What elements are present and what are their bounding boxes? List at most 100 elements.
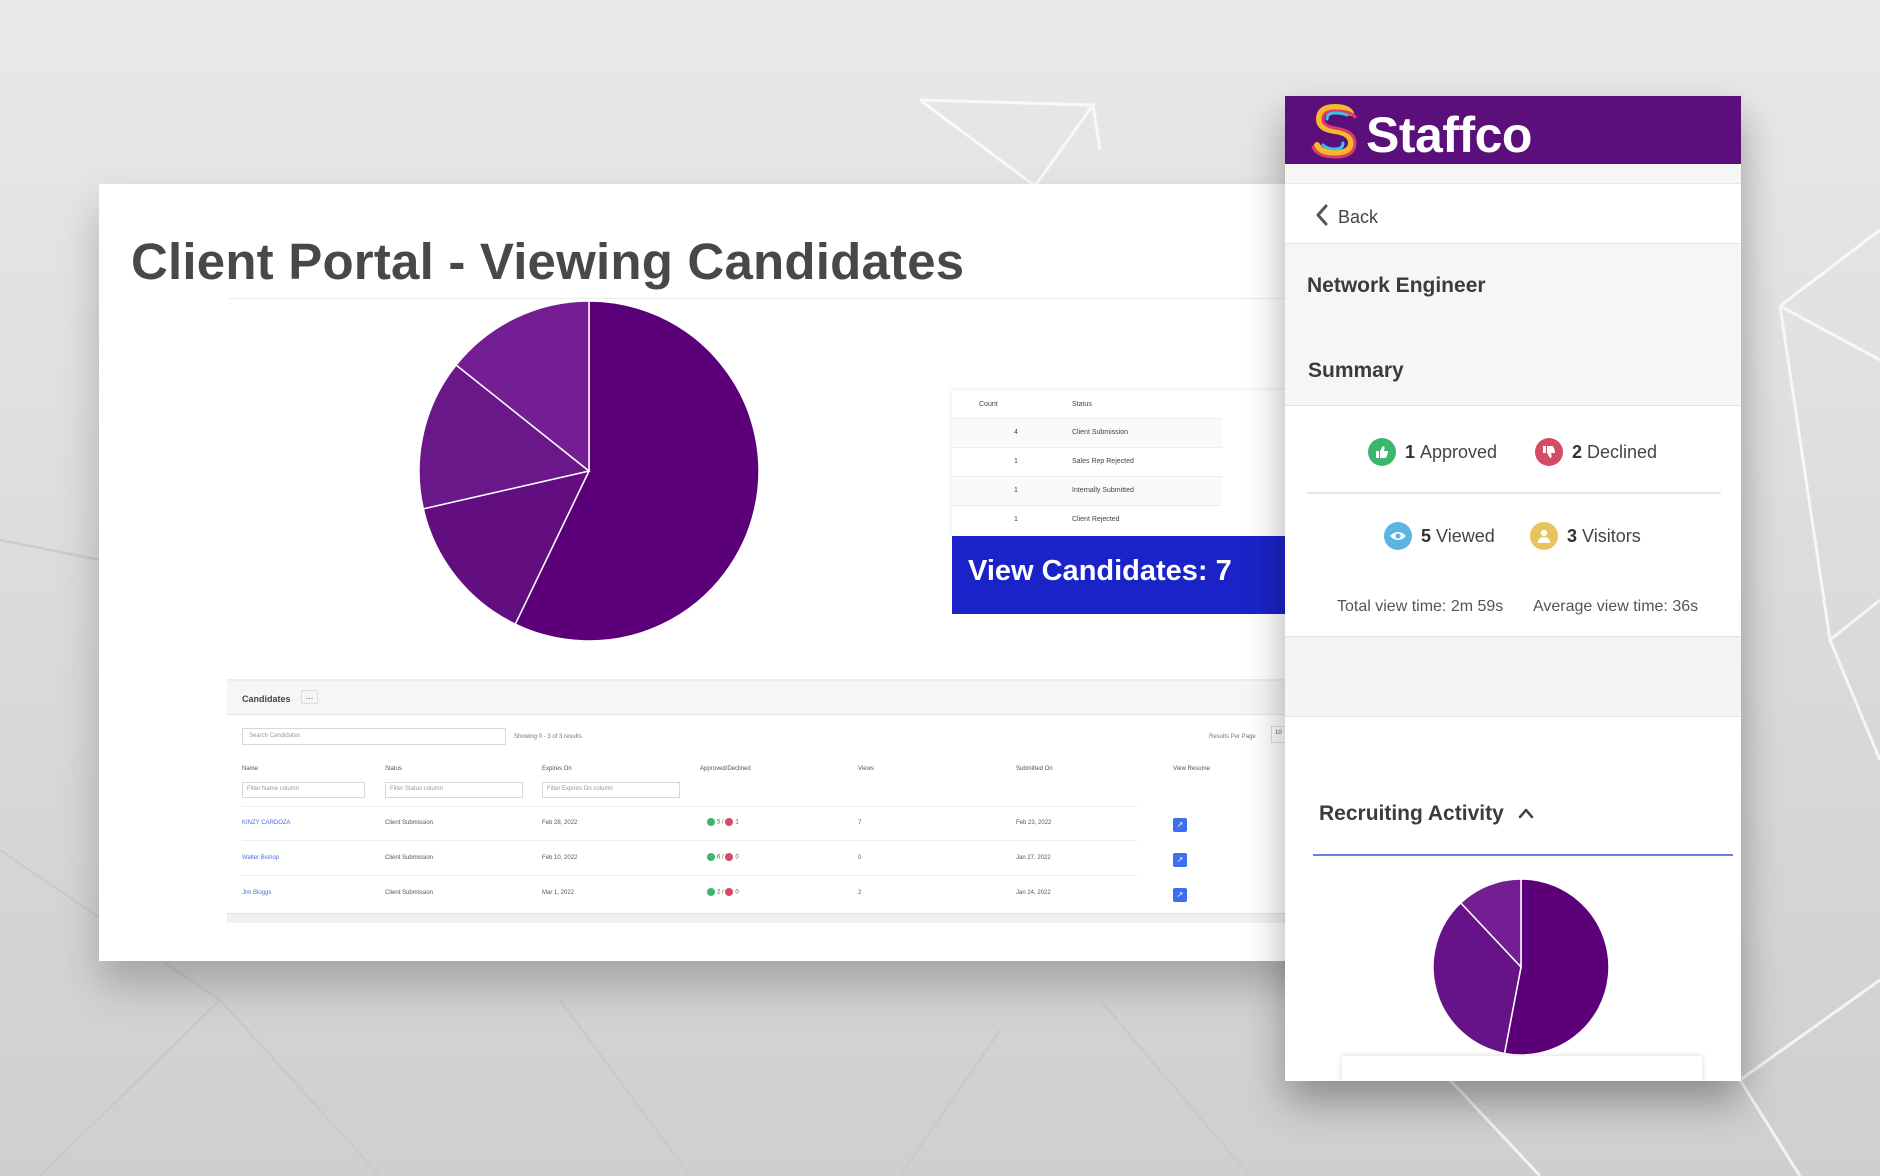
status-name: Internally Submitted (1072, 487, 1134, 494)
row-divider (242, 875, 1137, 876)
status-column-header: Status (1072, 401, 1092, 408)
status-table: Count Status 4 Client Submission 1 Sales… (952, 390, 1286, 536)
column-header-views[interactable]: Views (858, 766, 874, 772)
status-table-header: Count Status (952, 390, 1286, 418)
approved-label: Approved (1420, 441, 1498, 462)
stats-divider (1307, 492, 1721, 494)
candidate-expires: Mar 1, 2022 (542, 890, 575, 896)
brand-header: Staffco (1285, 96, 1741, 164)
visitors-count: 3 (1567, 525, 1578, 546)
approved-stat: 1 Approved (1368, 438, 1497, 466)
visitors-stat: 3 Visitors (1530, 522, 1641, 550)
approved-declined: 5 / 1 (707, 818, 739, 826)
view-candidates-banner[interactable]: View Candidates: 7 (952, 536, 1286, 614)
results-count: Showing 0 - 3 of 3 results (514, 734, 582, 740)
mobile-portal-panel: Staffco Back Network Engineer Summary 1 … (1285, 96, 1741, 1081)
pie-slice (455, 300, 590, 473)
declined-count: 2 (1572, 441, 1583, 462)
status-count: 1 (1014, 458, 1018, 465)
status-name: Client Rejected (1072, 516, 1120, 523)
thumbs-up-icon (1368, 438, 1396, 466)
candidate-name-link[interactable]: KINZY CARDOZA (242, 820, 291, 826)
average-view-time: Average view time: 36s (1533, 598, 1699, 615)
approved-count: 5 (717, 819, 721, 826)
candidates-title: Candidates (242, 694, 291, 704)
candidate-name-link[interactable]: Jim Bloggs (242, 890, 272, 896)
pie-slice (1503, 878, 1610, 1056)
view-resume-icon[interactable]: ↗ (1173, 818, 1187, 832)
chevron-left-icon (1316, 204, 1328, 226)
status-name: Sales Rep Rejected (1072, 458, 1134, 465)
status-table-row: 1 Client Rejected (952, 505, 1222, 534)
results-per-page-label: Results Per Page (1209, 734, 1256, 740)
approved-count: 2 (717, 889, 721, 896)
approved-declined: 2 / 0 (707, 888, 739, 896)
status-count: 1 (1014, 487, 1018, 494)
candidate-views: 7 (858, 820, 862, 826)
candidate-status: Client Submission (385, 820, 434, 826)
job-title: Network Engineer (1307, 274, 1486, 297)
expires-filter-input[interactable]: Filter Expires On column (542, 782, 680, 798)
pie-slice (1432, 901, 1522, 1055)
status-pie-chart (418, 300, 760, 642)
name-filter-input[interactable]: Filter Name column (242, 782, 365, 798)
recruiting-activity-pie-chart (1432, 878, 1610, 1056)
view-resume-icon[interactable]: ↗ (1173, 888, 1187, 902)
approved-icon (707, 888, 715, 896)
search-candidates-input[interactable]: Search Candidates (242, 728, 506, 745)
candidate-expires: Feb 28, 2022 (542, 820, 578, 826)
brand-name: Staffco (1366, 107, 1532, 163)
approved-icon (707, 818, 715, 826)
back-button[interactable]: Back (1285, 184, 1741, 244)
slide-card: Client Portal - Viewing Candidates Count… (99, 184, 1324, 961)
status-count: 1 (1014, 516, 1018, 523)
more-options-button[interactable]: ... (301, 690, 318, 704)
count-column-header: Count (979, 401, 998, 408)
view-resume-icon[interactable]: ↗ (1173, 853, 1187, 867)
status-count: 4 (1014, 429, 1018, 436)
status-table-row: 1 Internally Submitted (952, 476, 1222, 505)
candidates-header: Candidates ... (227, 681, 1324, 715)
approved-count: 6 (717, 854, 721, 861)
column-header-resume: View Resume (1173, 766, 1210, 772)
declined-stat: 2 Declined (1535, 438, 1657, 466)
candidates-panel: Candidates ... Search Candidates Showing… (227, 679, 1324, 923)
recruiting-activity-title[interactable]: Recruiting Activity (1319, 802, 1504, 825)
pie-slice (422, 469, 591, 626)
pie-slice (1459, 878, 1522, 969)
column-header-approved[interactable]: Approved/Declined (700, 766, 751, 772)
declined-icon (725, 818, 734, 826)
slide-title: Client Portal - Viewing Candidates (131, 233, 965, 290)
viewed-stat: 5 Viewed (1384, 522, 1495, 550)
declined-count: 1 (735, 819, 739, 826)
activity-card (1342, 1056, 1702, 1081)
candidate-views: 2 (858, 890, 862, 896)
viewed-count: 5 (1421, 525, 1432, 546)
candidate-submitted: Feb 23, 2022 (1016, 820, 1052, 826)
pie-slice (418, 363, 591, 510)
candidate-expires: Feb 10, 2022 (542, 855, 578, 861)
summary-title: Summary (1308, 359, 1404, 382)
column-header-expires[interactable]: Expires On (542, 766, 572, 772)
pie-slice (514, 300, 760, 642)
candidate-status: Client Submission (385, 890, 434, 896)
status-table-row: 4 Client Submission (952, 418, 1222, 447)
job-summary-header: Network Engineer Summary (1285, 244, 1741, 406)
declined-count: 0 (735, 889, 739, 896)
candidate-submitted: Jan 27, 2022 (1016, 855, 1051, 861)
chevron-up-icon[interactable] (1517, 806, 1535, 820)
back-label: Back (1338, 207, 1379, 227)
declined-icon (725, 853, 734, 861)
header-spacer (1285, 164, 1741, 184)
column-header-submitted[interactable]: Submitted On (1016, 766, 1053, 772)
status-name: Client Submission (1072, 429, 1129, 436)
declined-label: Declined (1587, 441, 1658, 462)
candidate-submitted: Jan 24, 2022 (1016, 890, 1051, 896)
visitors-label: Visitors (1582, 525, 1641, 546)
candidate-name-link[interactable]: Walter Bishop (242, 855, 280, 861)
status-filter-input[interactable]: Filter Status column (385, 782, 523, 798)
column-header-name[interactable]: Name (242, 766, 259, 772)
candidate-status: Client Submission (385, 855, 434, 861)
column-header-status[interactable]: Status (385, 766, 403, 772)
